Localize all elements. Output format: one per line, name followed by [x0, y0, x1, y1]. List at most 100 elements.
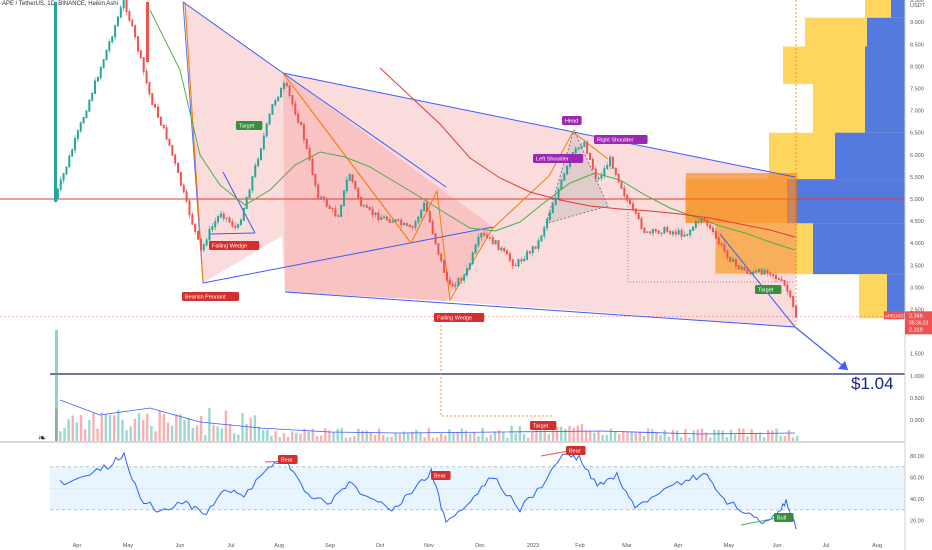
wedge-lower-main: [284, 291, 796, 328]
label-bearish-pennant: Bearish Pennant: [185, 295, 226, 301]
rsi-axis-tick: 60.00: [910, 476, 924, 482]
volume-bar: [754, 433, 758, 441]
head-shoulders-outline: [545, 128, 609, 224]
volume-bar: [733, 434, 737, 441]
tradingview-logo-icon: ❧: [38, 433, 46, 444]
volume-profile-buy-0: [891, 0, 905, 18]
small-wedge-b: [209, 232, 256, 235]
price-axis-tick: 9.000: [910, 20, 924, 26]
time-axis-label: Jun: [176, 543, 185, 549]
volume-bar: [783, 435, 786, 441]
volume-bar: [415, 429, 418, 441]
volume-bar: [237, 434, 240, 441]
volume-bar: [452, 431, 455, 441]
volume-bar: [282, 433, 286, 441]
volume-bar: [721, 430, 724, 441]
volume-bar: [589, 430, 592, 441]
time-axis-label: May: [123, 543, 134, 549]
volume-bar: [166, 422, 170, 441]
price-axis-tick: 8.500: [910, 42, 924, 48]
volume-bar: [762, 437, 766, 441]
volume-bar: [390, 436, 393, 441]
time-axis-label: May: [724, 543, 735, 549]
volume-bar: [605, 435, 608, 441]
volume-bar: [448, 429, 451, 441]
price-axis-tick: 9.500: [910, 0, 924, 4]
zigzag-a: [184, 1, 204, 282]
volume-bar: [771, 430, 774, 441]
volume-bar: [249, 417, 252, 441]
wedge-fill-pennant: [283, 73, 493, 301]
volume-bar: [154, 431, 157, 441]
volume-bar: [373, 434, 377, 441]
volume-bar: [609, 428, 613, 441]
volume-bar: [725, 437, 729, 441]
label-right-shoulder-box: [594, 135, 648, 144]
label-falling-wedge-2-box: [434, 313, 485, 322]
volume-bar: [104, 414, 108, 441]
volume-bar: [675, 430, 679, 441]
volume-bar: [493, 431, 497, 441]
price-axis-tick: 3.000: [910, 285, 924, 291]
volume-bar: [481, 428, 484, 441]
volume-bar: [464, 430, 468, 441]
label-target-price: $1.04: [851, 374, 894, 393]
volume-bar: [241, 412, 244, 441]
volume-bar: [738, 428, 741, 441]
volume-bar: [518, 426, 522, 441]
projection-arrow-line: [794, 326, 849, 371]
volume-bar: [667, 436, 671, 441]
volume-bar: [796, 435, 799, 441]
volume-bar: [83, 429, 87, 441]
volume-bar: [386, 436, 389, 441]
volume-bar: [204, 435, 207, 441]
volume-bar: [170, 425, 174, 441]
time-axis-label: Apr: [674, 543, 683, 549]
price-axis-tick: 5.500: [910, 175, 924, 181]
label-volume-target: Target: [533, 424, 549, 430]
volume-bar: [158, 410, 161, 441]
label-left-shoulder: Left Shoulder: [536, 157, 569, 163]
volume-bar: [129, 426, 132, 441]
volume-bar: [328, 430, 331, 441]
volume-bar: [303, 428, 306, 441]
price-axis-tick: 1.000: [910, 374, 924, 380]
volume-bar-listing: [55, 330, 58, 441]
volume-bar: [67, 419, 70, 441]
volume-bar: [406, 433, 410, 441]
rsi-axis-tick: 80.00: [910, 454, 924, 460]
volume-bar: [531, 431, 534, 441]
time-axis-label: 2023: [527, 543, 539, 549]
time-axis-label: Aug: [274, 543, 284, 549]
label-bearish-pennant-box: [182, 292, 239, 301]
volume-bar: [377, 428, 381, 441]
volume-bar: [526, 437, 530, 441]
volume-bar: [630, 432, 633, 441]
projection-arrow-head: [838, 361, 848, 370]
volume-bar: [88, 420, 91, 441]
volume-bar: [112, 415, 116, 441]
volume-bar: [506, 437, 509, 441]
label-left-shoulder-box: [533, 154, 584, 163]
volume-profile-buy-6: [813, 223, 905, 275]
volume-bar: [315, 436, 319, 441]
volume-bar: [572, 427, 575, 441]
volume-bar: [365, 430, 368, 441]
volume-bar: [63, 427, 66, 441]
price-axis-tick: 6.000: [910, 153, 924, 159]
label-head: Head: [565, 119, 578, 125]
volume-bar: [444, 435, 447, 441]
volume-bar: [357, 428, 360, 441]
volume-bar: [564, 428, 567, 441]
volume-bar: [704, 432, 708, 441]
falling-channel-line: [719, 233, 796, 328]
volume-bar: [692, 430, 695, 441]
volume-profile-buy-4: [835, 132, 905, 180]
volume-bar: [435, 437, 439, 441]
volume-profile-buy-1: [867, 17, 905, 47]
wedge-lower-1: [202, 226, 494, 284]
head-shoulders-fill: [546, 130, 608, 223]
time-axis-label: Mar: [622, 543, 632, 549]
volume-bars: [55, 407, 799, 441]
